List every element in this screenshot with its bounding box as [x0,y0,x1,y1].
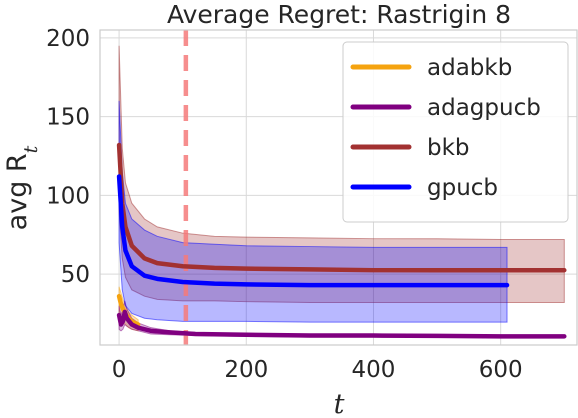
legend: adabkb adagpucb bkb gpucb [342,41,569,223]
legend-label-bkb: bkb [427,135,470,161]
plot-frame [99,29,578,346]
y-tick-label: 50 [61,262,90,288]
x-axis-label: t [334,389,345,418]
x-tick-label: 0 [112,357,127,383]
legend-label-adabkb: adabkb [427,55,512,81]
line-adagpucb [116,309,567,339]
line-gpucb [116,174,510,288]
y-axis-label-subscript: t [20,145,42,153]
y-tick-label: 100 [46,183,90,209]
y-tick-label: 150 [46,105,90,131]
series-lines [116,142,567,339]
x-tick-label: 400 [352,357,396,383]
x-tick-label: 200 [224,357,268,383]
legend-box [342,41,569,223]
legend-label-gpucb: gpucb [427,175,498,201]
band-bkb [118,45,565,303]
line-bkb [116,142,567,273]
chart-title: Average Regret: Rastrigin 8 [167,0,511,29]
y-tick-label: 200 [46,26,90,52]
x-tick-label: 600 [479,357,523,383]
legend-label-adagpucb: adagpucb [427,95,541,121]
y-axis-label: avg Rt [2,145,42,230]
y-axis-label-main: avg R [2,153,33,230]
tick-labels: 0 200 400 600 50 100 150 200 [46,26,523,383]
